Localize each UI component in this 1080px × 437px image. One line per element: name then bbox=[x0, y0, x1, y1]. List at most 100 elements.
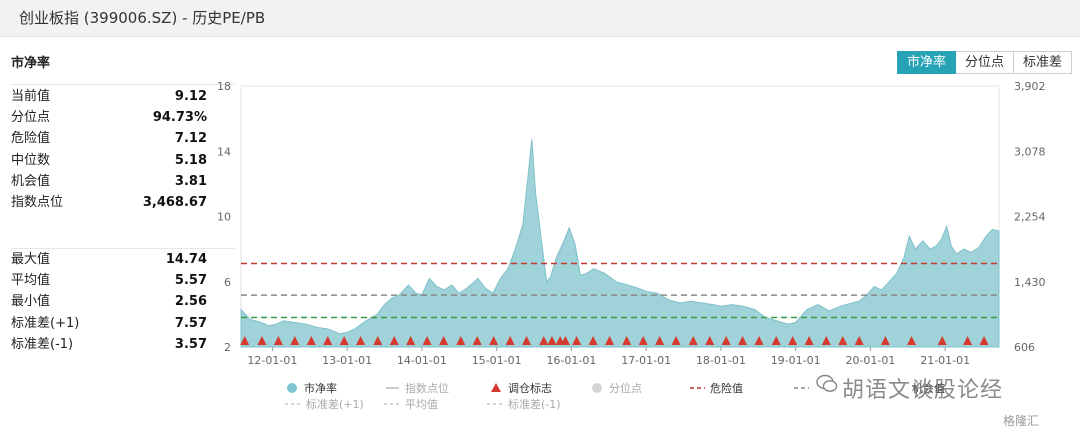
rebalance-marker bbox=[439, 336, 449, 345]
window-title: 创业板指 (399006.SZ) - 历史PE/PB bbox=[19, 9, 266, 27]
rebalance-marker bbox=[323, 336, 333, 345]
x-tick-label: 14-01-01 bbox=[397, 354, 447, 367]
stat-row-opportunity: 机会值 3.81 bbox=[11, 171, 235, 192]
stat-value: 14.74 bbox=[165, 252, 207, 267]
wechat-icon bbox=[816, 374, 838, 394]
stat-row-max: 最大值 14.74 bbox=[11, 249, 235, 270]
stat-value: 94.73% bbox=[152, 110, 207, 126]
metric-tab-group: 市净率 分位点 标准差 bbox=[897, 51, 1073, 74]
stat-row-median: 中位数 5.18 bbox=[11, 150, 235, 171]
rebalance-marker bbox=[539, 336, 549, 345]
rebalance-marker bbox=[804, 336, 814, 345]
y-right-tick-label: 606 bbox=[1014, 341, 1035, 354]
stats-divider-top bbox=[11, 84, 235, 85]
rebalance-marker bbox=[705, 336, 715, 345]
stat-row-std-plus: 标准差(+1) 7.57 bbox=[11, 313, 235, 334]
y-left-tick-label: 18 bbox=[217, 80, 231, 93]
y-right-tick-label: 1,430 bbox=[1014, 276, 1046, 289]
stat-value: 9.12 bbox=[174, 89, 207, 104]
y-right-tick-label: 2,254 bbox=[1014, 211, 1046, 224]
stat-row-mean: 平均值 5.57 bbox=[11, 270, 235, 291]
stat-row-std-minus: 标准差(-1) 3.57 bbox=[11, 334, 235, 355]
rebalance-marker bbox=[907, 336, 917, 345]
source-badge: 格隆汇 bbox=[1003, 412, 1039, 429]
stat-row-min: 最小值 2.56 bbox=[11, 291, 235, 312]
stat-row-current: 当前值 9.12 bbox=[11, 86, 235, 107]
rebalance-marker bbox=[605, 336, 615, 345]
x-tick-label: 15-01-01 bbox=[472, 354, 522, 367]
legend-item-danger: 危险值 bbox=[710, 381, 743, 395]
stat-value: 7.12 bbox=[174, 131, 207, 147]
source-badge-text: 格隆汇 bbox=[1003, 414, 1040, 428]
x-tick-label: 18-01-01 bbox=[696, 354, 746, 367]
x-tick-label: 21-01-01 bbox=[920, 354, 970, 367]
watermark-text: 胡语文谈股论经 bbox=[842, 378, 1004, 403]
stat-row-danger: 危险值 7.12 bbox=[11, 128, 235, 149]
stat-label: 平均值 bbox=[11, 273, 51, 289]
legend-item-pb: 市净率 bbox=[304, 381, 337, 395]
y-left-tick-label: 14 bbox=[217, 145, 231, 158]
rebalance-marker bbox=[257, 336, 267, 345]
rebalance-marker bbox=[572, 336, 582, 345]
stat-label: 最大值 bbox=[11, 252, 51, 267]
stat-label: 标准差(+1) bbox=[11, 315, 80, 331]
x-tick-label: 19-01-01 bbox=[771, 354, 821, 367]
stat-value: 3.81 bbox=[174, 173, 207, 189]
stat-label: 标准差(-1) bbox=[11, 336, 74, 352]
stat-label: 当前值 bbox=[11, 89, 51, 104]
stat-row-percentile: 分位点 94.73% bbox=[11, 107, 235, 128]
rebalance-marker bbox=[240, 336, 250, 345]
stat-row-index-level: 指数点位 3,468.67 bbox=[11, 192, 235, 213]
rebalance-marker bbox=[472, 336, 482, 345]
y-right-tick-label: 3,902 bbox=[1014, 80, 1046, 93]
rebalance-marker bbox=[489, 336, 499, 345]
rebalance-marker bbox=[547, 336, 557, 345]
rebalance-marker bbox=[655, 336, 665, 345]
rebalance-marker bbox=[356, 336, 366, 345]
rebalance-marker bbox=[306, 336, 316, 345]
rebalance-marker bbox=[373, 336, 383, 345]
y-right-tick-label: 3,078 bbox=[1014, 145, 1046, 158]
y-left-tick-label: 6 bbox=[224, 276, 231, 289]
legend-item-std-minus: 标准差(-1) bbox=[508, 397, 561, 411]
rebalance-marker bbox=[522, 336, 532, 345]
tab-stddev[interactable]: 标准差 bbox=[1014, 51, 1073, 74]
x-tick-label: 17-01-01 bbox=[621, 354, 671, 367]
rebalance-marker bbox=[688, 336, 698, 345]
pb-area-series bbox=[240, 139, 1000, 348]
stat-label: 最小值 bbox=[11, 294, 51, 310]
window-titlebar: 创业板指 (399006.SZ) - 历史PE/PB bbox=[0, 0, 1080, 37]
rebalance-marker bbox=[721, 336, 731, 345]
rebalance-marker bbox=[838, 336, 848, 345]
current-stats-table: 当前值 9.12 分位点 94.73% 危险值 7.12 中位数 5.18 机会值 3.8… bbox=[11, 86, 235, 213]
rebalance-marker bbox=[854, 336, 864, 345]
rebalance-marker bbox=[588, 336, 598, 345]
rebalance-marker bbox=[738, 336, 748, 345]
rebalance-marker bbox=[754, 336, 764, 345]
stats-divider-middle bbox=[11, 248, 235, 249]
stat-label: 指数点位 bbox=[11, 194, 64, 210]
rebalance-marker bbox=[422, 336, 432, 345]
rebalance-marker bbox=[339, 336, 349, 345]
tab-percentile[interactable]: 分位点 bbox=[956, 51, 1015, 74]
y-left-tick-label: 10 bbox=[217, 211, 231, 224]
legend-item-marker: 调仓标志 bbox=[508, 381, 552, 395]
rebalance-marker bbox=[456, 336, 466, 345]
panel-title: 市净率 bbox=[11, 56, 51, 71]
rebalance-marker bbox=[937, 336, 947, 345]
rebalance-marker bbox=[979, 336, 989, 345]
rebalance-marker bbox=[389, 336, 399, 345]
rebalance-marker bbox=[560, 336, 570, 345]
stat-label: 危险值 bbox=[11, 131, 51, 147]
stat-value: 3.57 bbox=[174, 336, 207, 352]
stat-label: 机会值 bbox=[11, 173, 51, 189]
x-tick-label: 13-01-01 bbox=[322, 354, 372, 367]
stat-value: 3,468.67 bbox=[142, 194, 207, 210]
legend-swatch-percentile bbox=[592, 383, 602, 393]
rebalance-marker bbox=[963, 336, 973, 345]
stat-value: 2.56 bbox=[174, 294, 207, 310]
legend-swatch-pb bbox=[287, 383, 297, 393]
tab-pb[interactable]: 市净率 bbox=[897, 51, 957, 74]
rebalance-marker bbox=[505, 336, 515, 345]
